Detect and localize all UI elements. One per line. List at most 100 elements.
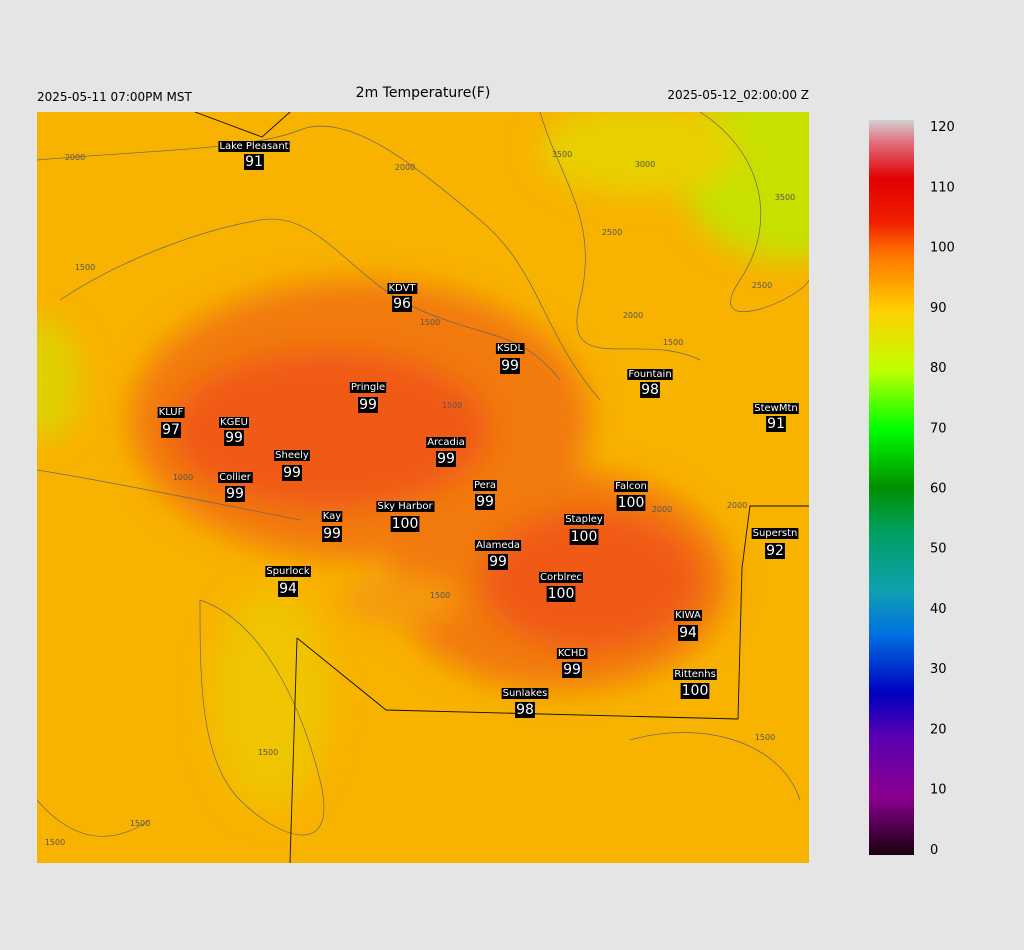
station: Pringle 99 — [349, 382, 387, 413]
station-value-bg — [278, 581, 298, 597]
station-name: Superstn — [753, 528, 798, 539]
station-name: KLUF — [159, 407, 184, 418]
contour-label: 1500 — [442, 401, 462, 410]
station-name-bg — [501, 688, 549, 699]
station-value: 94 — [679, 625, 697, 641]
station: Rittenhs 100 — [673, 669, 717, 699]
station-value-bg — [224, 430, 244, 446]
station-name: Collier — [219, 472, 252, 483]
station-value: 99 — [501, 358, 519, 374]
station-name-bg — [157, 407, 185, 418]
station-name-bg — [265, 566, 311, 577]
station-value: 91 — [245, 154, 263, 170]
contour-label: 1500 — [663, 338, 683, 347]
station: KSDL 99 — [495, 343, 525, 374]
station: Kay 99 — [321, 511, 343, 542]
station-value: 99 — [476, 494, 494, 510]
station-value: 99 — [489, 554, 507, 570]
station-value-bg — [678, 625, 698, 641]
station-name-bg — [218, 472, 253, 483]
colorbar-tick-label: 80 — [930, 361, 947, 376]
contour-label: 3500 — [552, 150, 572, 159]
contour-label: 1500 — [755, 733, 775, 742]
station-name-bg — [495, 343, 525, 354]
station-name: Fountain — [628, 369, 671, 380]
colorbar-tick-label: 10 — [930, 783, 947, 798]
station-name: Sheely — [275, 450, 309, 461]
contour-label: 2000 — [623, 311, 643, 320]
station: Stapley 100 — [564, 514, 604, 545]
station-value: 100 — [682, 683, 709, 699]
station-value: 99 — [563, 662, 581, 678]
station: KDVT 96 — [387, 283, 418, 312]
contour-label: 2500 — [752, 281, 772, 290]
station: Superstn 92 — [751, 528, 799, 559]
station-value: 99 — [359, 397, 377, 413]
station-name-bg — [219, 417, 249, 428]
station-name-bg — [564, 514, 604, 525]
contour-label: 1500 — [430, 591, 450, 600]
station-name: StewMtn — [754, 403, 798, 414]
station-value-bg — [569, 529, 599, 545]
contour-label: 1000 — [173, 473, 193, 482]
station-value: 99 — [323, 526, 341, 542]
station-value: 99 — [437, 451, 455, 467]
station-name: KSDL — [497, 343, 524, 354]
station: Alameda 99 — [474, 540, 522, 570]
station: KCHD 99 — [556, 648, 588, 678]
station-value: 100 — [618, 495, 645, 511]
station-name: Falcon — [615, 481, 647, 492]
station-value-bg — [488, 554, 508, 570]
colorbar-tick-label: 110 — [930, 180, 955, 195]
colorbar-tick-label: 0 — [930, 843, 938, 858]
station-name-bg — [387, 283, 418, 294]
station: Spurlock 94 — [265, 566, 311, 597]
colorbar — [869, 120, 914, 855]
station-value: 94 — [279, 581, 297, 597]
station: Sunlakes 98 — [501, 688, 549, 718]
contour-label: 1500 — [420, 318, 440, 327]
station-name: Sunlakes — [503, 688, 548, 699]
map-title: 2m Temperature(F) — [356, 85, 491, 101]
station-value: 97 — [162, 422, 180, 438]
contour-label: 2500 — [602, 228, 622, 237]
contour-label: 2000 — [65, 153, 85, 162]
station-name-bg — [674, 610, 702, 621]
station-name-bg — [539, 572, 583, 583]
station: Corblrec 100 — [539, 572, 583, 602]
station-name-bg — [218, 141, 290, 152]
station-value-bg — [616, 495, 646, 511]
station-name-bg — [426, 437, 466, 448]
colorbar-tick-label: 20 — [930, 722, 947, 737]
contour-label: 1500 — [45, 838, 65, 847]
station: Lake Pleasant 91 — [218, 141, 290, 170]
station-value-bg — [390, 516, 420, 532]
station-name-bg — [751, 528, 799, 539]
station-name-bg — [349, 382, 387, 393]
station-name: Alameda — [476, 540, 520, 551]
station: Arcadia 99 — [426, 437, 466, 467]
station-name-bg — [274, 450, 310, 461]
station-name: KGEU — [220, 417, 248, 428]
station-value-bg — [475, 494, 495, 510]
station-name: Corblrec — [540, 572, 582, 583]
contour-label: 2000 — [395, 163, 415, 172]
station-value-bg — [161, 422, 181, 438]
station: Collier 99 — [218, 472, 253, 502]
station-name: KDVT — [388, 283, 416, 294]
station-value-bg — [500, 358, 520, 374]
station-name: Kay — [323, 511, 342, 522]
station-name-bg — [673, 669, 717, 680]
station-value: 99 — [226, 486, 244, 502]
station-name: KIWA — [675, 610, 701, 621]
station-name: Stapley — [565, 514, 603, 525]
station-value: 100 — [392, 516, 419, 532]
station: Falcon 100 — [614, 481, 648, 511]
station-name-bg — [753, 403, 799, 414]
station-value-bg — [358, 397, 378, 413]
station-value-bg — [765, 543, 785, 559]
contour-label: 1500 — [130, 819, 150, 828]
colorbar-tick-label: 70 — [930, 421, 947, 436]
station: Fountain 98 — [627, 369, 673, 398]
station-value-bg — [225, 486, 245, 502]
